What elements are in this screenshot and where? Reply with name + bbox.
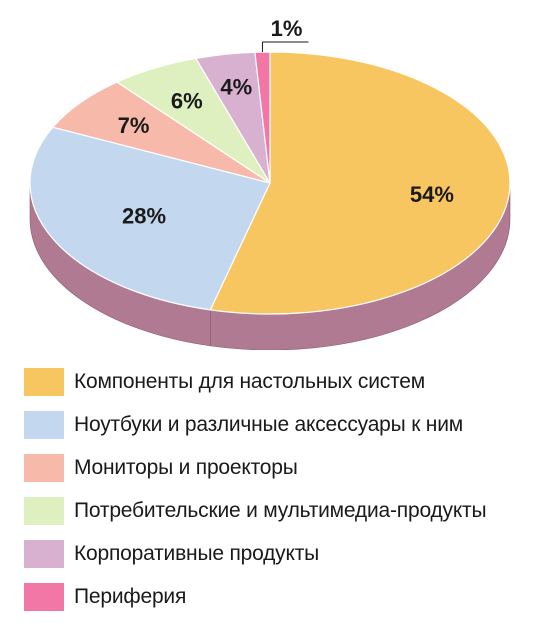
legend-swatch — [24, 582, 64, 611]
pie-slice-label-5: 1% — [271, 16, 303, 41]
legend-swatch — [24, 367, 64, 396]
pie-chart-svg: 54% 28% 7% 6% 4% 1% — [29, 16, 511, 350]
pie-labels: 54% 28% 7% 6% 4% 1% — [118, 16, 454, 228]
legend-label: Корпоративные продукты — [74, 541, 320, 565]
pie-slice-0 — [209, 51, 511, 315]
legend-item-monitors: Мониторы и проекторы — [24, 446, 554, 489]
pie-slice-1 — [29, 126, 271, 311]
legend-swatch — [24, 453, 64, 482]
legend: Компоненты для настольных систем Ноутбук… — [24, 360, 554, 618]
legend-label: Периферия — [74, 584, 187, 608]
legend-item-corporate: Корпоративные продукты — [24, 532, 554, 575]
legend-item-desktop-components: Компоненты для настольных систем — [24, 360, 554, 403]
pie-slice-label-2: 7% — [118, 113, 150, 138]
legend-swatch — [24, 539, 64, 568]
pie-slice-2 — [51, 81, 271, 184]
legend-item-peripherals: Периферия — [24, 575, 554, 618]
legend-label: Мониторы и проекторы — [74, 455, 298, 479]
pie-slice-label-3: 6% — [171, 88, 203, 113]
legend-swatch — [24, 410, 64, 439]
legend-label: Ноутбуки и различные аксессуары к ним — [74, 412, 463, 436]
pie-top-surface — [29, 51, 511, 315]
pie-slice-label-4: 4% — [220, 75, 252, 100]
legend-swatch — [24, 496, 64, 525]
legend-label: Компоненты для настольных систем — [74, 369, 425, 393]
legend-item-notebooks: Ноутбуки и различные аксессуары к ним — [24, 403, 554, 446]
legend-item-consumer-multimedia: Потребительские и мультимедиа-продукты — [24, 489, 554, 532]
pie-slice-label-0: 54% — [410, 182, 454, 207]
pie-slice-label-1: 28% — [122, 203, 166, 228]
legend-label: Потребительские и мультимедиа-продукты — [74, 498, 487, 522]
